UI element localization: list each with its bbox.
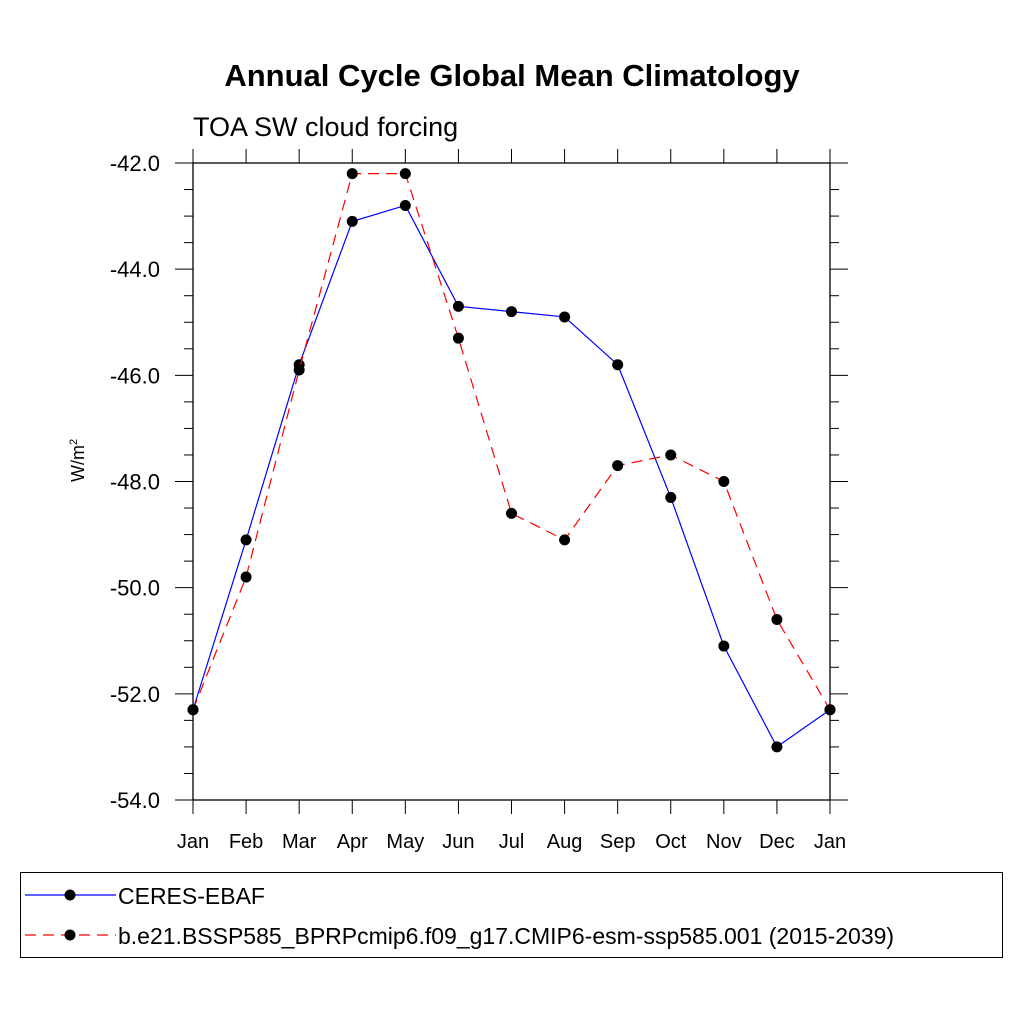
data-point — [187, 704, 199, 716]
data-point — [346, 168, 358, 180]
data-point — [452, 332, 464, 344]
x-tick-label: Jan — [814, 831, 846, 853]
data-point — [399, 168, 411, 180]
x-tick-label: Nov — [706, 831, 742, 853]
data-point — [824, 704, 836, 716]
data-point — [559, 534, 571, 546]
axis-ticks — [175, 149, 848, 814]
data-point — [665, 449, 677, 461]
plot-frame — [192, 162, 831, 801]
legend-marker-model — [25, 929, 116, 941]
data-point — [506, 507, 517, 519]
x-tick-label: Apr — [337, 831, 368, 853]
data-point — [718, 640, 730, 652]
data-point — [612, 359, 624, 371]
data-point — [718, 476, 730, 487]
x-tick-label: May — [386, 831, 424, 853]
data-point — [771, 614, 783, 626]
chart-subtitle: TOA SW cloud forcing — [193, 112, 459, 142]
series-line — [192, 173, 831, 711]
tick-labels: Jan Feb Mar Apr May Jun Jul Aug Sep Oct Nov Dec Jan-… — [110, 151, 846, 853]
data-point — [452, 300, 464, 312]
plot-axes — [192, 162, 831, 801]
data-point — [346, 215, 358, 227]
series-1 — [187, 168, 836, 716]
x-tick-label: Dec — [759, 831, 795, 853]
data-point — [240, 534, 252, 546]
y-tick-label: -44.0 — [110, 257, 160, 282]
data-point — [559, 311, 571, 323]
x-tick-label: Oct — [655, 831, 687, 853]
y-tick-label: -46.0 — [110, 363, 160, 388]
legend-label-ceres: CERES-EBAF — [118, 883, 265, 909]
series-line — [192, 204, 831, 748]
data-point — [665, 491, 677, 503]
x-tick-label: Jan — [177, 831, 209, 853]
legend-marker-ceres — [25, 889, 116, 901]
legend-entry-ceres: CERES-EBAF — [21, 877, 1002, 913]
line-chart: Jan Feb Mar Apr May Jun Jul Aug Sep Oct Nov Dec Jan-… — [110, 149, 848, 853]
series-0 — [187, 199, 836, 753]
data-point — [612, 460, 624, 472]
y-tick-label: -54.0 — [110, 788, 160, 813]
x-tick-label: Jun — [442, 831, 474, 853]
data-point — [240, 571, 252, 583]
legend: CERES-EBAF b.e21.BSSP585_BPRPcmip6.f09_g… — [20, 872, 1003, 958]
legend-label-model: b.e21.BSSP585_BPRPcmip6.f09_g17.CMIP6-es… — [118, 923, 895, 949]
data-point — [506, 306, 517, 318]
data-series — [187, 168, 836, 753]
data-point — [771, 741, 783, 753]
data-point — [399, 199, 411, 211]
y-tick-label: -48.0 — [110, 470, 160, 495]
x-tick-label: Mar — [282, 831, 317, 853]
y-tick-label: -52.0 — [110, 682, 160, 707]
y-tick-label: -50.0 — [110, 576, 160, 601]
x-tick-label: Aug — [547, 831, 583, 853]
y-tick-label: -42.0 — [110, 151, 160, 176]
chart-title: Annual Cycle Global Mean Climatology — [224, 58, 800, 93]
x-tick-label: Jul — [499, 831, 525, 853]
x-tick-label: Sep — [600, 831, 636, 853]
x-tick-label: Feb — [229, 831, 263, 853]
data-point — [293, 364, 305, 376]
legend-entry-model: b.e21.BSSP585_BPRPcmip6.f09_g17.CMIP6-es… — [21, 917, 1002, 953]
